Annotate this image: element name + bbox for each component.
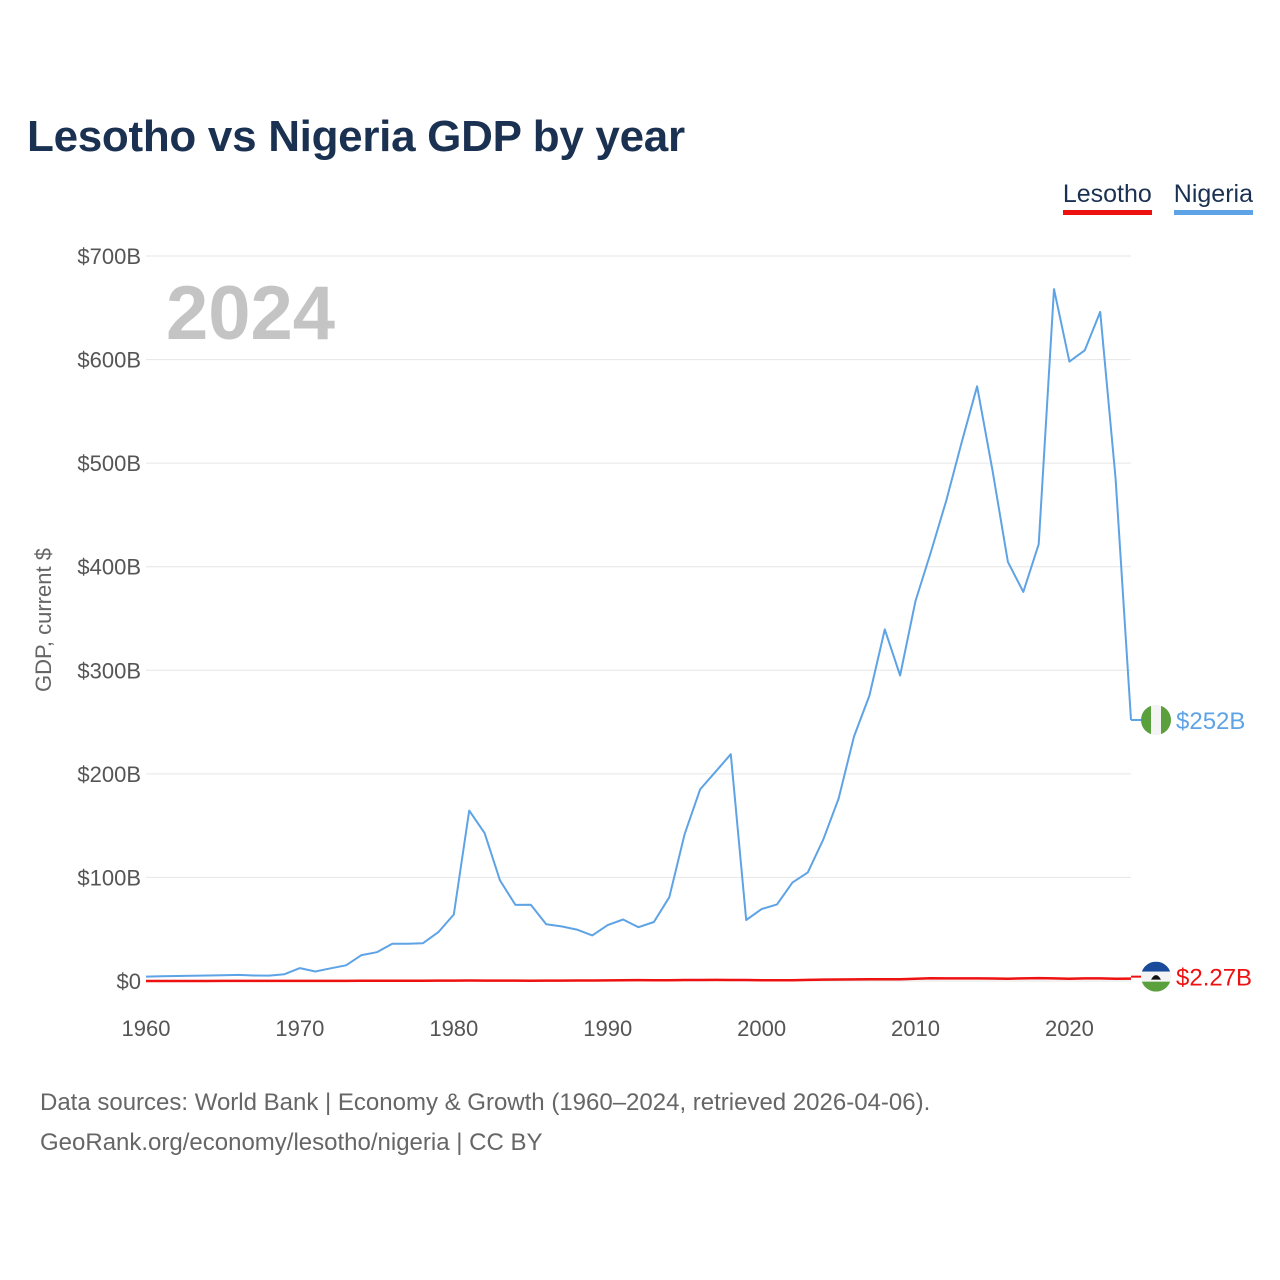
legend-item-lesotho[interactable]: Lesotho xyxy=(1062,180,1152,215)
x-tick-label: 2020 xyxy=(1045,1016,1094,1041)
y-tick-label: $300B xyxy=(77,658,141,683)
y-tick-label: $600B xyxy=(77,348,141,373)
x-tick-label: 1960 xyxy=(122,1016,171,1041)
data-sources-text: Data sources: World Bank | Economy & Gro… xyxy=(40,1089,931,1116)
y-tick-label: $200B xyxy=(77,762,141,787)
x-tick-label: 2000 xyxy=(737,1016,786,1041)
y-tick-label: $400B xyxy=(77,555,141,580)
chart-title: Lesotho vs Nigeria GDP by year xyxy=(27,112,685,161)
y-tick-label: $700B xyxy=(77,244,141,269)
nigeria-flag-icon xyxy=(1141,705,1171,735)
series-lines xyxy=(145,288,1132,983)
footer: Data sources: World Bank | Economy & Gro… xyxy=(40,1083,930,1163)
end-value-label-lesotho: $2.27B xyxy=(1176,965,1252,992)
gridlines xyxy=(146,255,1131,982)
x-tick-label: 1980 xyxy=(429,1016,478,1041)
series-line-nigeria xyxy=(145,288,1132,978)
credit-link[interactable]: GeoRank.org/economy/lesotho/nigeria | CC… xyxy=(40,1129,543,1156)
x-axis-ticks: 1960 1970 1980 1990 2000 2010 2020 xyxy=(122,1016,1094,1041)
y-tick-label: $0 xyxy=(117,969,141,994)
series-line-lesotho xyxy=(146,976,1132,983)
end-markers: $252B $2.27B xyxy=(1131,705,1252,992)
line-chart: $0 $100B $200B $300B $400B $500B $600B $700B 19… xyxy=(31,244,1252,1041)
y-axis-ticks: $0 $100B $200B $300B $400B $500B $600B $700B xyxy=(77,244,141,994)
y-tick-label: $100B xyxy=(77,865,141,890)
x-tick-label: 1970 xyxy=(275,1016,324,1041)
x-tick-label: 1990 xyxy=(583,1016,632,1041)
y-axis-label: GDP, current $ xyxy=(31,548,56,692)
legend: Lesotho Nigeria xyxy=(1062,180,1253,215)
legend-item-nigeria[interactable]: Nigeria xyxy=(1173,180,1253,215)
y-tick-label: $500B xyxy=(77,451,141,476)
end-value-label-nigeria: $252B xyxy=(1176,708,1245,735)
year-label: 2024 xyxy=(166,271,335,356)
lesotho-flag-icon xyxy=(1141,961,1171,992)
x-tick-label: 2010 xyxy=(891,1016,940,1041)
